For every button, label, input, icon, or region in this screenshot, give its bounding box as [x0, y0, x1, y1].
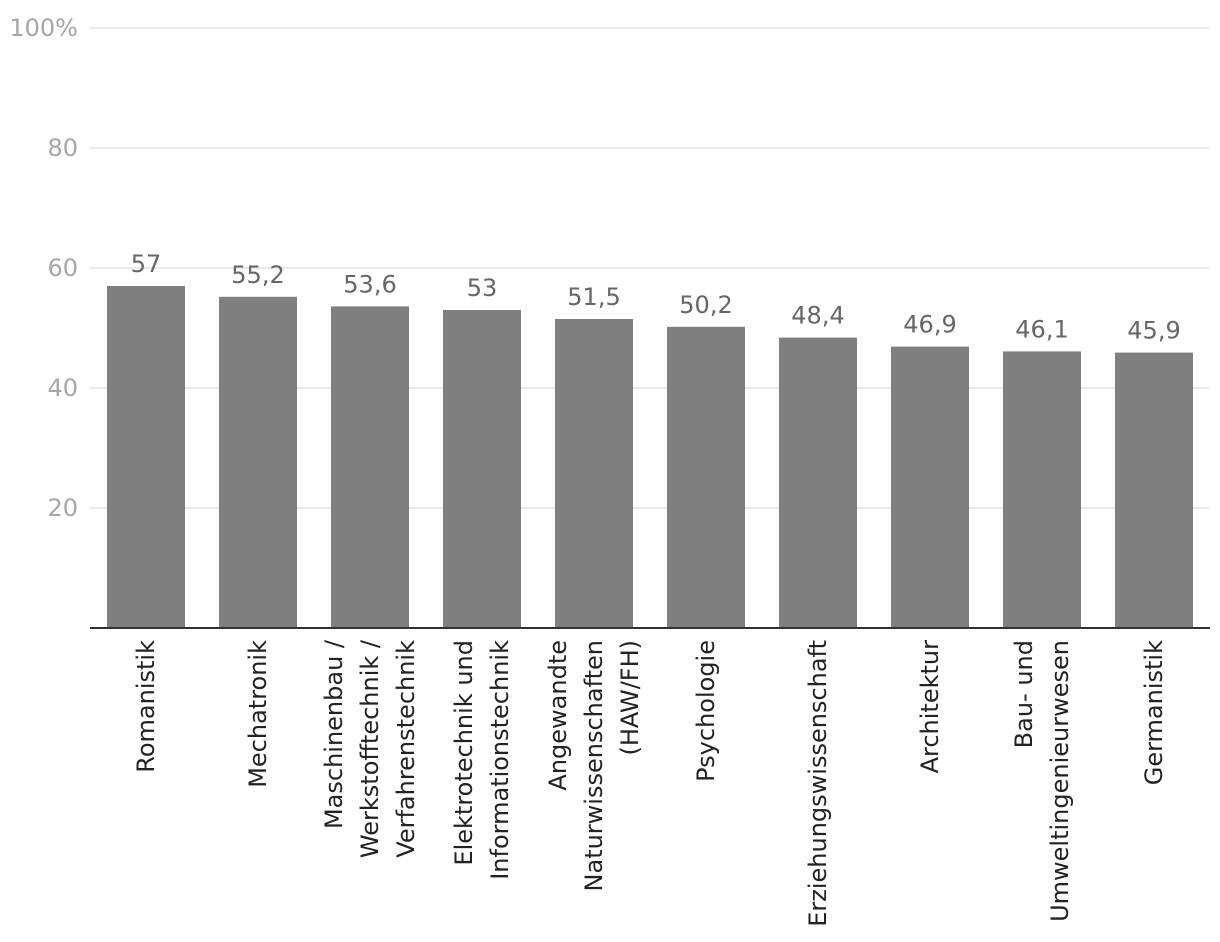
data-label: 50,2 [679, 291, 732, 319]
y-tick-label: 20 [47, 494, 78, 522]
bar [107, 286, 185, 628]
category-label: Psychologie [692, 640, 720, 782]
svg-text:Maschinenbau /Werkstofftechnik: Maschinenbau / Werkstofftechnik / Verfahre… [320, 639, 420, 858]
bars [107, 286, 1193, 628]
category-label: Bau- und Umweltingenieurwesen [1010, 640, 1074, 922]
bar [1115, 352, 1193, 628]
data-label: 53,6 [343, 270, 396, 298]
y-tick-label: 80 [47, 134, 78, 162]
y-tick-label: 60 [47, 254, 78, 282]
category-label: Romanistik [132, 640, 160, 773]
category-label: Maschinenbau / Werkstofftechnik / Verfahre… [320, 639, 420, 858]
data-label: 46,1 [1015, 315, 1068, 343]
bar [219, 296, 297, 628]
category-label: Architektur [916, 640, 944, 774]
data-label: 46,9 [903, 311, 956, 339]
category-label: Erziehungswissenschaft [804, 640, 832, 927]
svg-text:Romanistik: Romanistik [132, 640, 160, 773]
bar [555, 319, 633, 628]
category-label: Elektrotechnik und Informationstechnik [450, 640, 514, 880]
category-label: Germanistik [1140, 640, 1168, 785]
svg-text:Architektur: Architektur [916, 640, 944, 774]
bar [331, 306, 409, 628]
data-label: 55,2 [231, 261, 284, 289]
data-label: 57 [131, 250, 162, 278]
bar [443, 310, 521, 628]
bar [667, 326, 745, 628]
y-axis-tick-labels: 20 40 60 80 100% [9, 14, 78, 522]
bar [779, 337, 857, 628]
bar [891, 346, 969, 628]
svg-text:Erziehungswissenschaft: Erziehungswissenschaft [804, 640, 832, 927]
category-label: Angewandte Naturwissenschaften (HAW/FH) [544, 640, 644, 891]
svg-text:Psychologie: Psychologie [692, 640, 720, 782]
x-axis-category-labels: Romanistik Mechatronik Maschinenbau / Werks… [132, 639, 1168, 927]
data-label: 51,5 [567, 283, 620, 311]
y-tick-label: 100% [9, 14, 78, 42]
data-label: 53 [467, 274, 498, 302]
category-label: Mechatronik [244, 640, 272, 788]
bar [1003, 351, 1081, 628]
svg-text:Germanistik: Germanistik [1140, 640, 1168, 785]
data-label: 45,9 [1127, 317, 1180, 345]
y-tick-label: 40 [47, 374, 78, 402]
data-label: 48,4 [791, 302, 844, 330]
svg-text:Mechatronik: Mechatronik [244, 640, 272, 788]
data-labels: 57 55,2 53,6 53 51,5 50,2 48,4 46,9 46,1 45,9 [131, 250, 1181, 345]
